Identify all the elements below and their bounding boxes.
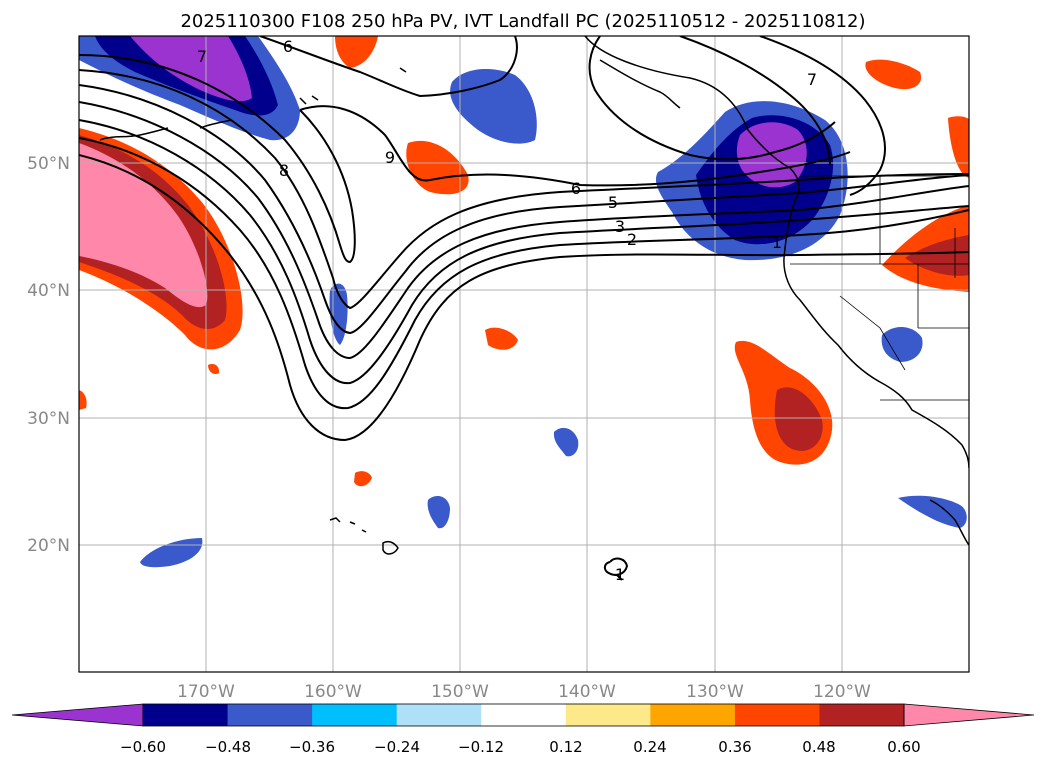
- cbar-label-p036: 0.36: [718, 738, 751, 756]
- contour-label-6-north: 6: [283, 37, 293, 56]
- cbar-label-m048: −0.48: [205, 738, 251, 756]
- x-tick-120w: 120°W: [813, 682, 871, 702]
- x-tick-140w: 140°W: [558, 682, 616, 702]
- cbar-label-p060: 0.60: [887, 738, 920, 756]
- colorbar-cell: [734, 704, 820, 726]
- pv-positive-shading: [79, 36, 969, 487]
- x-tick-160w: 160°W: [304, 682, 362, 702]
- state-borders: [790, 175, 969, 401]
- colorbar-extend-low: [11, 703, 144, 727]
- pv-negative-shading: [79, 36, 967, 568]
- colorbar-cell: [312, 704, 398, 726]
- contour-label-2: 2: [627, 230, 637, 249]
- cbar-label-p024: 0.24: [633, 738, 666, 756]
- colorbar: −0.60 −0.48 −0.36 −0.24 −0.12 0.12 0.24 …: [11, 703, 1035, 756]
- cbar-label-m012: −0.12: [458, 738, 504, 756]
- colorbar-cells: [11, 703, 1035, 727]
- colorbar-cell: [227, 704, 313, 726]
- y-tick-20n: 20°N: [27, 536, 70, 556]
- colorbar-cell: [481, 704, 567, 726]
- colorbar-cell: [819, 704, 905, 726]
- contour-label-8: 8: [279, 161, 289, 180]
- contour-label-3: 3: [615, 217, 625, 236]
- x-tick-150w: 150°W: [431, 682, 489, 702]
- coastlines: [99, 36, 969, 555]
- contour-label-9: 9: [385, 148, 395, 167]
- y-tick-50n: 50°N: [27, 154, 70, 174]
- colorbar-cell: [143, 704, 229, 726]
- contour-label-7-west: 7: [197, 47, 207, 66]
- x-tick-170w: 170°W: [177, 682, 235, 702]
- cbar-label-m024: −0.24: [374, 738, 420, 756]
- map-gridlines: [79, 36, 969, 672]
- y-tick-40n: 40°N: [27, 281, 70, 301]
- figure-title: 2025110300 F108 250 hPa PV, IVT Landfall…: [180, 11, 865, 32]
- contour-label-6-central: 6: [571, 179, 581, 198]
- y-tick-30n: 30°N: [27, 409, 70, 429]
- y-axis-labels: 20°N 30°N 40°N 50°N: [27, 154, 70, 556]
- colorbar-frame: [142, 703, 905, 727]
- cbar-label-p012: 0.12: [549, 738, 582, 756]
- x-tick-130w: 130°W: [686, 682, 744, 702]
- colorbar-labels: −0.60 −0.48 −0.36 −0.24 −0.12 0.12 0.24 …: [120, 738, 921, 756]
- contour-label-1-south: 1: [615, 565, 625, 584]
- cbar-label-p048: 0.48: [802, 738, 835, 756]
- cbar-label-m036: −0.36: [289, 738, 335, 756]
- contour-label-5: 5: [608, 193, 618, 212]
- colorbar-cell: [396, 704, 482, 726]
- cbar-label-m060: −0.60: [120, 738, 166, 756]
- contour-label-1-coast: 1: [772, 233, 782, 252]
- map-panel: 7 6 8 9 6 5 3 2 1 7 1: [79, 36, 969, 672]
- x-axis-labels: 170°W 160°W 150°W 140°W 130°W 120°W: [177, 682, 871, 702]
- contour-label-group: 7 6 8 9 6 5 3 2 1 7 1: [197, 37, 817, 584]
- contour-label-7-east: 7: [807, 70, 817, 89]
- colorbar-extend-high: [903, 703, 1035, 727]
- map-frame: [78, 35, 970, 673]
- colorbar-cell: [565, 704, 651, 726]
- colorbar-cell: [650, 704, 736, 726]
- pv-contour-lines: [79, 36, 969, 581]
